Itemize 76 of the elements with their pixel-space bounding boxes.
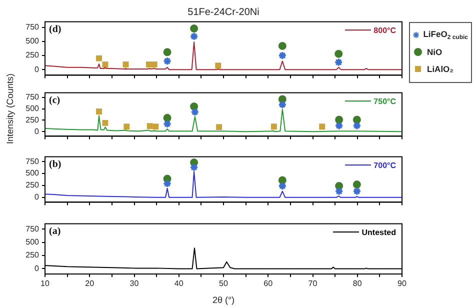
point (278, 100, 287, 110)
point (215, 62, 222, 69)
point (162, 56, 172, 66)
x-tick-label: 50 (219, 279, 228, 288)
y-tick-label: 750 (26, 92, 40, 102)
annotation: (a) (49, 226, 61, 237)
point (352, 121, 362, 130)
x-tick-label: 30 (130, 279, 140, 288)
x-axis-title: 2θ (°) (211, 295, 236, 305)
y-tick-label: 250 (26, 250, 40, 260)
y-tick-label: 500 (26, 104, 40, 113)
point (334, 58, 344, 67)
legend-label: 700°C (374, 160, 396, 170)
legend-label: Untested (362, 228, 396, 237)
chart-title: 51Fe-24Cr-20Ni (186, 6, 260, 18)
point (352, 116, 361, 124)
y-tick-label: 750 (26, 156, 40, 166)
point (352, 186, 362, 196)
point (96, 108, 102, 115)
point (102, 120, 108, 126)
legend-label: 800°C (374, 26, 396, 35)
point (96, 55, 102, 62)
point (151, 62, 158, 68)
point (102, 62, 108, 68)
x-tick-label: 60 (264, 279, 274, 288)
point (122, 62, 129, 68)
point (190, 108, 200, 116)
y-axis-title: Intensity (Counts) (5, 73, 15, 144)
y-tick-label: 0 (34, 192, 40, 202)
point (190, 32, 198, 41)
point (334, 121, 344, 130)
y-tick-label: 0 (34, 64, 40, 74)
point (190, 24, 198, 33)
y-tick-label: 500 (26, 36, 40, 46)
y-tick-label: 0 (34, 126, 40, 136)
point (162, 119, 172, 128)
y-tick-label: 750 (26, 22, 40, 32)
point (152, 124, 159, 130)
point (146, 123, 153, 130)
point (163, 48, 172, 56)
x-tick-label: 20 (85, 279, 95, 288)
point (334, 50, 343, 58)
y-tick-label: 750 (26, 224, 40, 234)
x-tick-label: 80 (352, 279, 362, 288)
annotation: (d) (49, 24, 62, 35)
y-tick-label: 250 (26, 50, 40, 60)
point (352, 180, 361, 189)
point (335, 116, 344, 124)
legend-label: LiAlO₂ (427, 64, 454, 74)
point (278, 42, 286, 50)
point (278, 182, 287, 190)
point (162, 179, 172, 188)
point (124, 124, 130, 130)
point (146, 62, 152, 68)
legend-label: LiFeO$_{2 cubic}$ (423, 29, 468, 42)
point (278, 176, 286, 184)
point (190, 162, 198, 172)
annotation: (b) (49, 158, 62, 170)
point (319, 124, 326, 130)
legend-label: 750°C (374, 96, 396, 106)
x-tick-label: 90 (398, 279, 407, 288)
legend-label: NiO (427, 47, 442, 58)
point (278, 51, 287, 60)
x-tick-label: 40 (174, 279, 184, 288)
point (270, 124, 277, 130)
point (334, 186, 344, 196)
x-tick-label: 70 (308, 279, 318, 288)
x-tick-label: 10 (40, 279, 50, 288)
y-tick-label: 500 (26, 238, 40, 246)
y-tick-label: 500 (26, 168, 40, 178)
y-tick-label: 250 (26, 115, 40, 124)
point (163, 114, 172, 122)
y-tick-label: 0 (34, 264, 40, 273)
y-tick-label: 250 (26, 180, 40, 190)
annotation: (c) (49, 94, 60, 106)
point (216, 124, 222, 130)
